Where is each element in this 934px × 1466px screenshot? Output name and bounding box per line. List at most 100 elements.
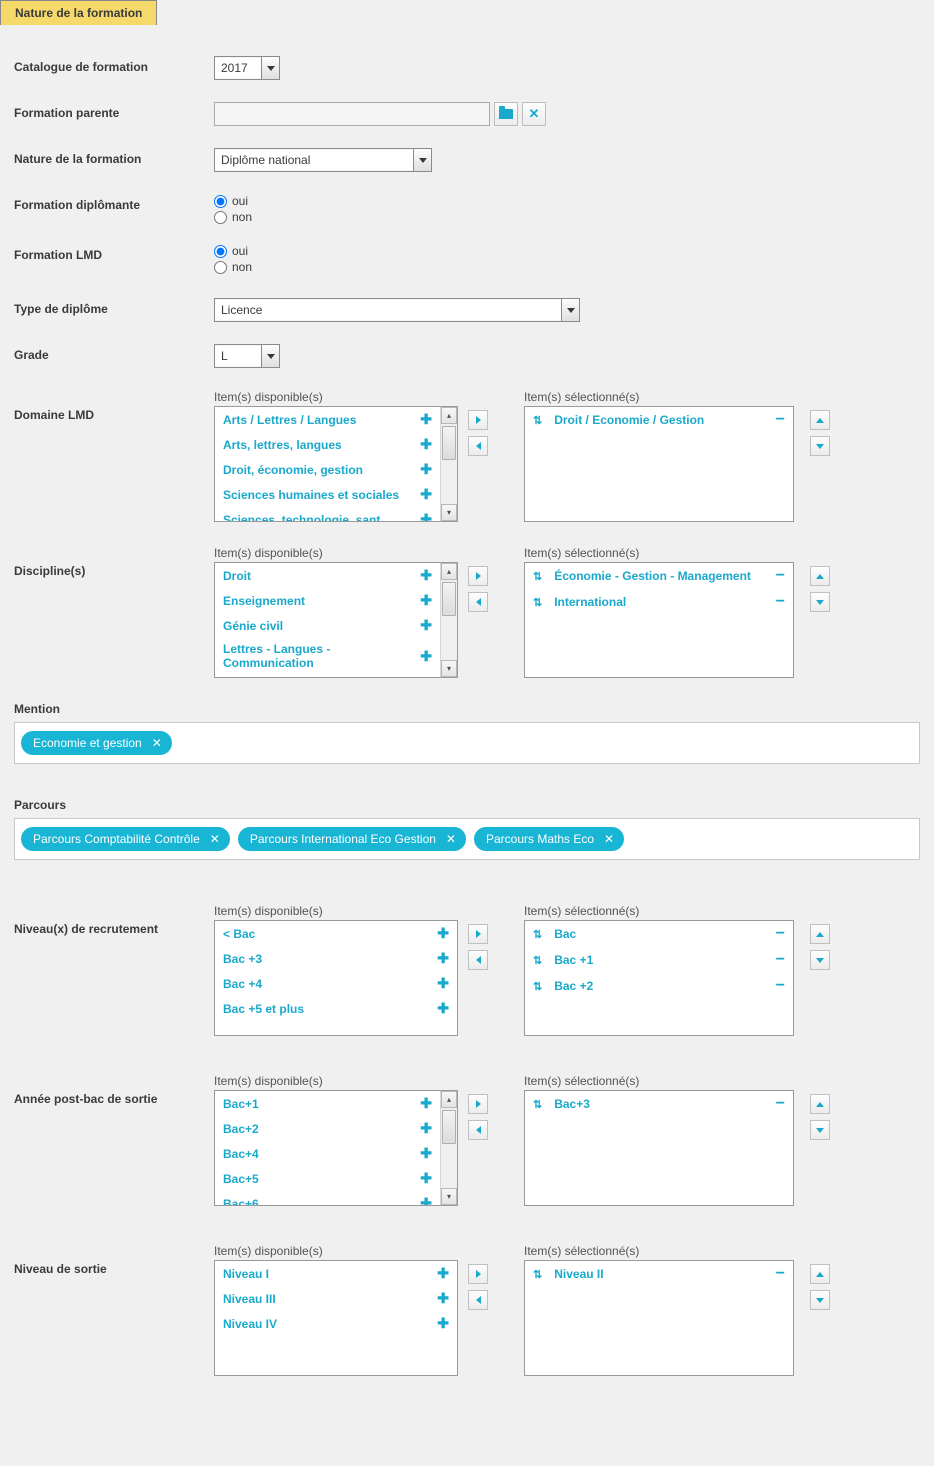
move-up-button[interactable] (810, 410, 830, 430)
list-item[interactable]: Bac+1✚ (215, 1091, 440, 1116)
tag[interactable]: Parcours International Eco Gestion✕ (238, 827, 466, 851)
move-left-button[interactable] (468, 950, 488, 970)
drag-handle-icon[interactable]: ⇅ (533, 1098, 542, 1111)
list-item[interactable]: < Bac✚ (215, 921, 457, 946)
drag-handle-icon[interactable]: ⇅ (533, 928, 542, 941)
plus-icon[interactable]: ✚ (420, 567, 432, 584)
move-down-button[interactable] (810, 950, 830, 970)
tag-remove-icon[interactable]: ✕ (210, 832, 220, 846)
scrollbar[interactable]: ▴ ▾ (440, 563, 457, 677)
move-right-button[interactable] (468, 410, 488, 430)
clear-button[interactable]: ✕ (522, 102, 546, 126)
minus-icon[interactable]: − (776, 977, 785, 995)
list-item[interactable]: Arts / Lettres / Langues✚ (215, 407, 440, 432)
drag-handle-icon[interactable]: ⇅ (533, 980, 542, 993)
plus-icon[interactable]: ✚ (420, 592, 432, 609)
plus-icon[interactable]: ✚ (420, 1145, 432, 1162)
move-right-button[interactable] (468, 566, 488, 586)
drag-handle-icon[interactable]: ⇅ (533, 414, 542, 427)
minus-icon[interactable]: − (776, 567, 785, 585)
list-item[interactable]: Bac +5 et plus✚ (215, 996, 457, 1021)
list-item[interactable]: Sciences, technologie, sant,✚ (215, 507, 440, 522)
select-nature[interactable]: Diplôme national (214, 148, 432, 172)
niveau-available-list[interactable]: Niveau I✚Niveau III✚Niveau IV✚ (214, 1260, 458, 1376)
list-item[interactable]: Niveau I✚ (215, 1261, 457, 1286)
select-type-diplome[interactable]: Licence (214, 298, 580, 322)
list-item[interactable]: Génie civil✚ (215, 613, 440, 638)
move-right-button[interactable] (468, 924, 488, 944)
disciplines-selected-list[interactable]: ⇅Économie - Gestion - Management−⇅Intern… (524, 562, 794, 678)
recrutement-available-list[interactable]: < Bac✚Bac +3✚Bac +4✚Bac +5 et plus✚ (214, 920, 458, 1036)
list-item[interactable]: Bac +4✚ (215, 971, 457, 996)
scroll-up-icon[interactable]: ▴ (441, 407, 457, 424)
move-up-button[interactable] (810, 1094, 830, 1114)
tag-remove-icon[interactable]: ✕ (152, 736, 162, 750)
browse-button[interactable] (494, 102, 518, 126)
radio-lmd-non[interactable]: non (214, 260, 920, 274)
plus-icon[interactable]: ✚ (420, 1120, 432, 1137)
select-catalogue[interactable]: 2017 (214, 56, 280, 80)
minus-icon[interactable]: − (776, 1265, 785, 1283)
radio-diplomante-oui[interactable]: oui (214, 194, 920, 208)
plus-icon[interactable]: ✚ (420, 486, 432, 503)
list-item[interactable]: Bac+5✚ (215, 1166, 440, 1191)
list-item[interactable]: Enseignement✚ (215, 588, 440, 613)
list-item[interactable]: Bac+2✚ (215, 1116, 440, 1141)
plus-icon[interactable]: ✚ (437, 975, 449, 992)
move-right-button[interactable] (468, 1094, 488, 1114)
scroll-thumb[interactable] (442, 582, 456, 616)
plus-icon[interactable]: ✚ (437, 950, 449, 967)
annee-selected-list[interactable]: ⇅Bac+3− (524, 1090, 794, 1206)
move-down-button[interactable] (810, 592, 830, 612)
scroll-up-icon[interactable]: ▴ (441, 563, 457, 580)
plus-icon[interactable]: ✚ (420, 1095, 432, 1112)
move-up-button[interactable] (810, 924, 830, 944)
plus-icon[interactable]: ✚ (437, 1315, 449, 1332)
tag[interactable]: Parcours Comptabilité Contrôle✕ (21, 827, 230, 851)
list-item[interactable]: Lettres - Langues - Communication✚ (215, 638, 440, 674)
radio-input[interactable] (214, 261, 227, 274)
list-item[interactable]: ⇅International− (525, 589, 793, 615)
list-item[interactable]: Bac+6✚ (215, 1191, 440, 1206)
domaine-available-list[interactable]: Arts / Lettres / Langues✚Arts, lettres, … (214, 406, 458, 522)
move-up-button[interactable] (810, 1264, 830, 1284)
plus-icon[interactable]: ✚ (420, 436, 432, 453)
disciplines-available-list[interactable]: Droit✚Enseignement✚Génie civil✚Lettres -… (214, 562, 458, 678)
dropdown-icon[interactable] (261, 57, 279, 79)
list-item[interactable]: ⇅Bac− (525, 921, 793, 947)
list-item[interactable]: Droit✚ (215, 563, 440, 588)
plus-icon[interactable]: ✚ (420, 1170, 432, 1187)
list-item[interactable]: ⇅Droit / Economie / Gestion− (525, 407, 793, 433)
list-item[interactable]: Bac+4✚ (215, 1141, 440, 1166)
plus-icon[interactable]: ✚ (420, 411, 432, 428)
list-item[interactable]: ⇅Bac +2− (525, 973, 793, 999)
scroll-thumb[interactable] (442, 426, 456, 460)
list-item[interactable]: ⇅Niveau II− (525, 1261, 793, 1287)
scroll-down-icon[interactable]: ▾ (441, 1188, 457, 1205)
minus-icon[interactable]: − (776, 925, 785, 943)
input-formation-parente[interactable] (214, 102, 490, 126)
radio-input[interactable] (214, 195, 227, 208)
annee-available-list[interactable]: Bac+1✚Bac+2✚Bac+4✚Bac+5✚Bac+6✚ ▴ ▾ (214, 1090, 458, 1206)
drag-handle-icon[interactable]: ⇅ (533, 954, 542, 967)
radio-input[interactable] (214, 211, 227, 224)
radio-lmd-oui[interactable]: oui (214, 244, 920, 258)
radio-diplomante-non[interactable]: non (214, 210, 920, 224)
plus-icon[interactable]: ✚ (420, 511, 432, 522)
plus-icon[interactable]: ✚ (420, 461, 432, 478)
move-right-button[interactable] (468, 1264, 488, 1284)
domaine-selected-list[interactable]: ⇅Droit / Economie / Gestion− (524, 406, 794, 522)
dropdown-icon[interactable] (413, 149, 431, 171)
plus-icon[interactable]: ✚ (420, 1195, 432, 1206)
list-item[interactable]: ⇅Économie - Gestion - Management− (525, 563, 793, 589)
tab-nature-formation[interactable]: Nature de la formation (0, 0, 157, 25)
scrollbar[interactable]: ▴ ▾ (440, 407, 457, 521)
niveau-selected-list[interactable]: ⇅Niveau II− (524, 1260, 794, 1376)
list-item[interactable]: Niveau III✚ (215, 1286, 457, 1311)
scrollbar[interactable]: ▴ ▾ (440, 1091, 457, 1205)
plus-icon[interactable]: ✚ (437, 925, 449, 942)
list-item[interactable]: Niveau IV✚ (215, 1311, 457, 1336)
tag[interactable]: Parcours Maths Eco✕ (474, 827, 624, 851)
tag[interactable]: Economie et gestion✕ (21, 731, 172, 755)
radio-input[interactable] (214, 245, 227, 258)
